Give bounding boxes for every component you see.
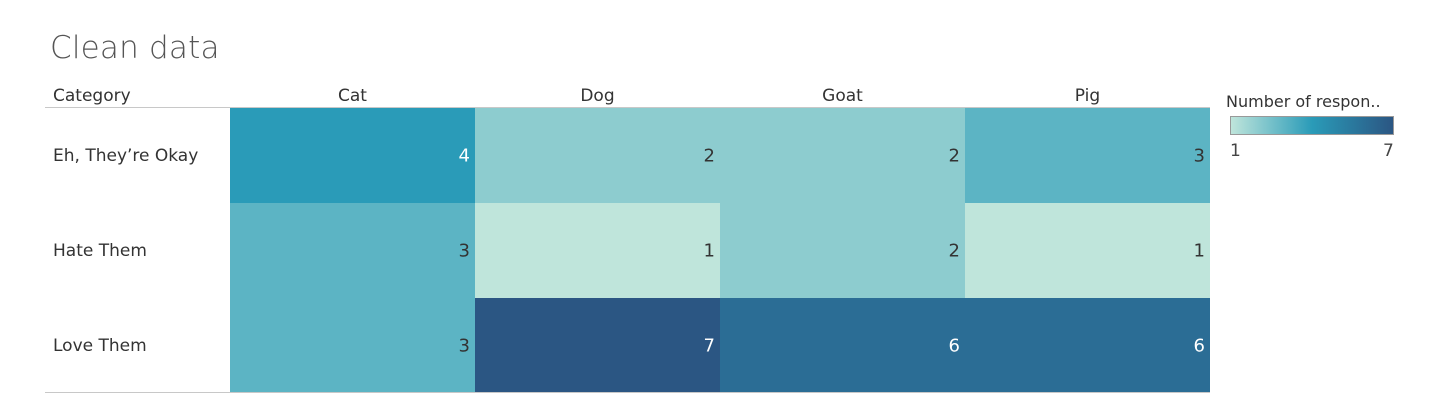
heatmap-cell[interactable]: 6 [720, 298, 965, 393]
heatmap-cell[interactable]: 2 [475, 108, 720, 203]
chart-title: Clean data [50, 30, 220, 66]
cell-value-label: 3 [458, 335, 470, 356]
legend-title[interactable]: Number of respon.. [1226, 92, 1381, 111]
header-divider [45, 107, 1210, 108]
column-header-goat: Goat [822, 86, 863, 106]
cell-value-label: 1 [1193, 240, 1205, 261]
legend-max-value: 7 [1383, 141, 1394, 161]
row-label-hate: Hate Them [53, 241, 147, 261]
heatmap-cell[interactable]: 6 [965, 298, 1210, 393]
column-header-cat: Cat [338, 86, 367, 106]
heatmap-cell[interactable]: 3 [230, 298, 475, 393]
heatmap-cell[interactable]: 3 [230, 203, 475, 298]
row-header-label: Category [53, 86, 131, 106]
heatmap-cell[interactable]: 2 [720, 203, 965, 298]
cell-value-label: 2 [948, 145, 960, 166]
cell-value-label: 6 [1193, 335, 1205, 356]
heatmap-cell[interactable]: 3 [965, 108, 1210, 203]
cell-value-label: 3 [458, 240, 470, 261]
column-header-pig: Pig [1074, 86, 1101, 106]
legend-min-value: 1 [1230, 141, 1241, 161]
cell-value-label: 3 [1193, 145, 1205, 166]
heatmap-cell[interactable]: 7 [475, 298, 720, 393]
row-label-love: Love Them [53, 336, 147, 356]
legend-color-ramp [1230, 116, 1394, 135]
bottom-divider [45, 392, 1210, 393]
cell-value-label: 2 [703, 145, 715, 166]
cell-value-label: 6 [948, 335, 960, 356]
cell-value-label: 2 [948, 240, 960, 261]
heatmap-cell[interactable]: 1 [965, 203, 1210, 298]
heatmap-cell[interactable]: 4 [230, 108, 475, 203]
cell-value-label: 7 [703, 335, 715, 356]
heatmap-cell[interactable]: 1 [475, 203, 720, 298]
column-header-dog: Dog [580, 86, 615, 106]
row-label-okay: Eh, They’re Okay [53, 146, 199, 166]
cell-value-label: 4 [458, 145, 470, 166]
heatmap-cell[interactable]: 2 [720, 108, 965, 203]
cell-value-label: 1 [703, 240, 715, 261]
